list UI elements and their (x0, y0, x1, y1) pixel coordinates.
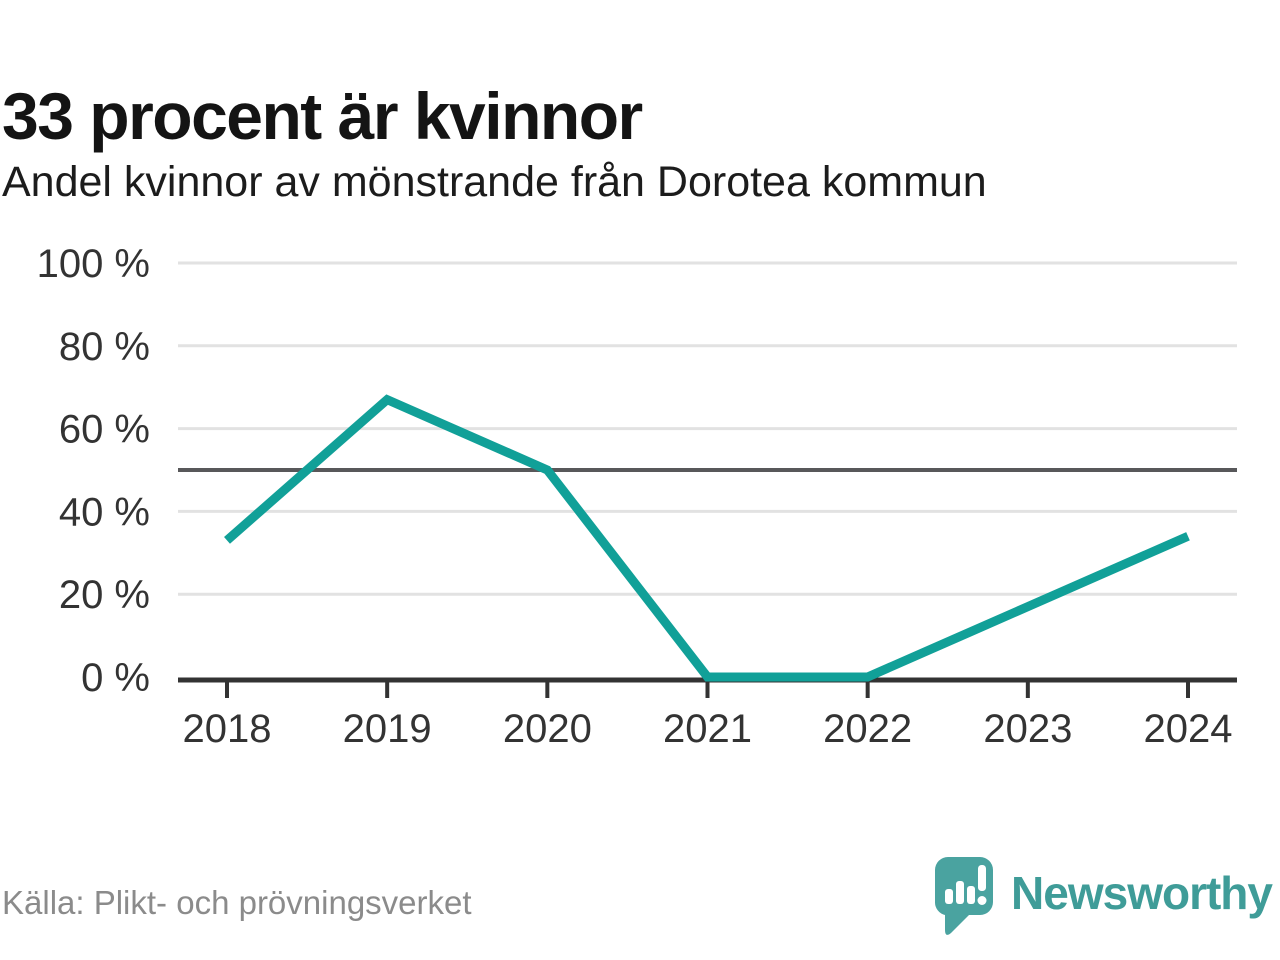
y-axis-label: 40 % (59, 490, 150, 534)
bar-medium (967, 886, 976, 904)
y-axis-label: 20 % (59, 573, 150, 617)
newsworthy-logo: Newsworthy (935, 856, 1273, 938)
bar-tall (956, 881, 965, 904)
chart-subtitle: Andel kvinnor av mönstrande från Dorotea… (2, 158, 987, 206)
x-axis-label: 2024 (1144, 707, 1233, 751)
page-title: 33 procent är kvinnor (2, 79, 643, 154)
y-axis-label: 100 % (37, 242, 150, 286)
x-axis-label: 2020 (503, 707, 592, 751)
bar-small (945, 889, 954, 904)
x-axis-label: 2021 (663, 707, 752, 751)
y-axis-label: 60 % (59, 408, 150, 452)
source-note: Källa: Plikt- och prövningsverket (2, 884, 472, 921)
newsworthy-speech-bubble-bar-chart-icon (935, 857, 994, 935)
brand-name: Newsworthy (1011, 867, 1273, 919)
x-axis-label: 2022 (823, 707, 912, 751)
y-axis-label: 80 % (59, 325, 150, 369)
y-axis-label: 0 % (81, 656, 150, 700)
x-axis-label: 2018 (183, 707, 272, 751)
exclamation-dot (977, 896, 987, 905)
exclamation-bar (978, 865, 987, 891)
data-line-series (224, 394, 1190, 682)
x-axis-label: 2023 (983, 707, 1072, 751)
x-axis-label: 2019 (343, 707, 432, 751)
